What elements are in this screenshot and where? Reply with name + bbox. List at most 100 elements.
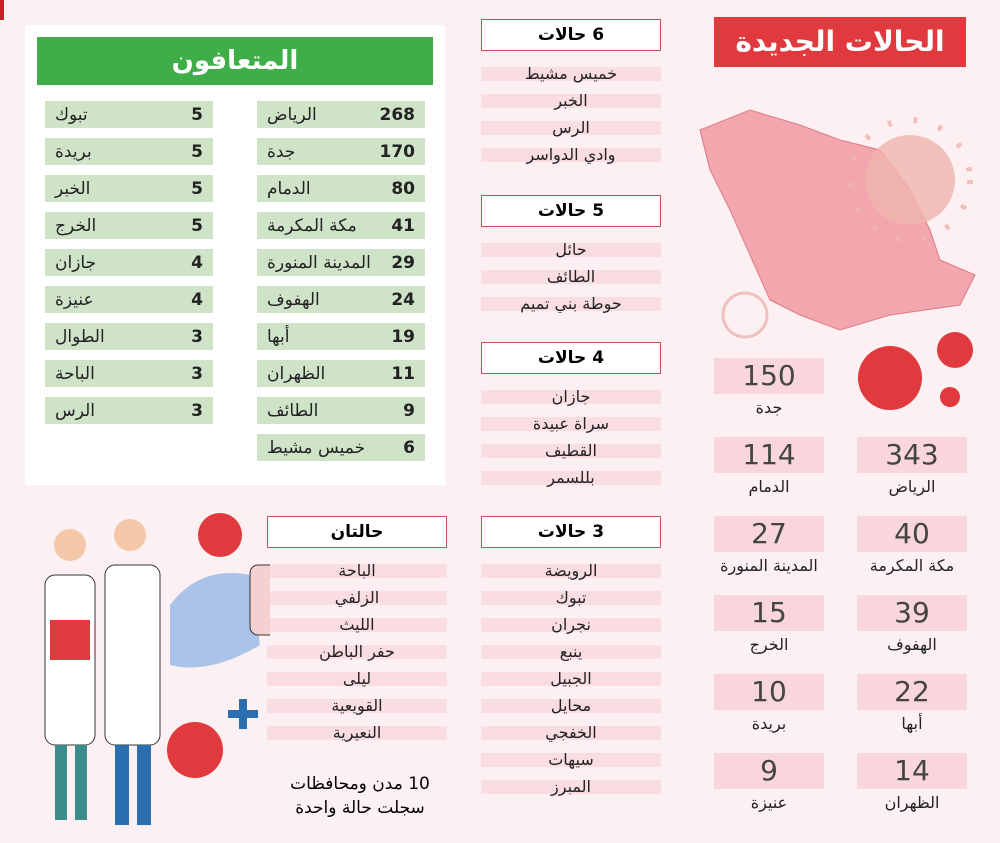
city-name: مكة المكرمة: [267, 215, 357, 236]
group-city: الطائف: [481, 269, 661, 285]
recovered-count: 24: [391, 289, 415, 310]
group-city: سيهات: [481, 752, 661, 768]
recovered-row: عنيزة 4: [45, 286, 213, 313]
recovered-row: الطوال 3: [45, 323, 213, 350]
group-city: سراة عبيدة: [481, 416, 661, 432]
note-line1: 10 مدن ومحافظات: [290, 774, 430, 794]
recovered-count: 170: [379, 141, 416, 162]
group-city: حوطة بني تميم: [481, 296, 661, 312]
new-case-count: 150: [714, 358, 824, 394]
new-case-count: 27: [714, 516, 824, 552]
single-case-note: 10 مدن ومحافظات سجلت حالة واحدة: [270, 772, 450, 820]
city-name: الخرج: [749, 635, 789, 654]
new-cases-title: الحالات الجديدة: [714, 17, 966, 67]
note-line2: سجلت حالة واحدة: [295, 798, 425, 818]
city-name: مكة المكرمة: [869, 556, 955, 575]
new-case-count: 40: [857, 516, 967, 552]
group-city: حائل: [481, 242, 661, 258]
edge-marker: [0, 0, 4, 20]
city-name: الرياض: [888, 477, 936, 496]
recovered-row: الدمام 80: [257, 175, 425, 202]
recovered-count: 29: [391, 252, 415, 273]
group-header: 4 حالات: [481, 342, 661, 374]
city-name: الطائف: [267, 400, 319, 421]
city-name: الظهران: [267, 363, 326, 384]
recovered-count: 6: [403, 437, 415, 458]
group-city: وادي الدواسر: [481, 147, 661, 163]
city-name: الخرج: [55, 215, 97, 236]
recovered-row: الرياض 268: [257, 101, 425, 128]
city-name: تبوك: [55, 104, 88, 125]
group-header: حالتان: [267, 516, 447, 548]
recovered-row: الطائف 9: [257, 397, 425, 424]
city-name: بريدة: [55, 141, 92, 162]
city-name: جدة: [755, 398, 783, 417]
group-city: الليث: [267, 617, 447, 633]
group-city: النعيرية: [267, 725, 447, 741]
recovered-count: 9: [403, 400, 415, 421]
virus-icon: [847, 117, 973, 243]
group-city: بللسمر: [481, 470, 661, 486]
city-name: الرس: [55, 400, 96, 421]
recovered-count: 3: [191, 400, 203, 421]
recovered-count: 41: [391, 215, 415, 236]
new-case-count: 14: [857, 753, 967, 789]
city-name: عنيزة: [750, 793, 788, 812]
recovered-count: 4: [191, 252, 203, 273]
recovered-row: جدة 170: [257, 138, 425, 165]
virus-outline-icon: [721, 291, 769, 339]
new-case-count: 114: [714, 437, 824, 473]
city-name: عنيزة: [55, 289, 94, 310]
group-header: 5 حالات: [481, 195, 661, 227]
group-city: جازان: [481, 389, 661, 405]
saudi-map-illustration: [699, 109, 976, 339]
city-name: الخبر: [55, 178, 91, 199]
group-city: الباحة: [267, 563, 447, 579]
doctors-illustration: [44, 513, 270, 825]
recovered-row: خميس مشيط 6: [257, 434, 425, 461]
virus-cluster-icon: [858, 332, 973, 410]
recovered-count: 5: [191, 104, 203, 125]
group-city: الزلفي: [267, 590, 447, 606]
city-name: الهفوف: [267, 289, 320, 310]
recovered-row: تبوك 5: [45, 101, 213, 128]
recovered-count: 5: [191, 141, 203, 162]
recovered-count: 4: [191, 289, 203, 310]
recovered-title: المتعافون: [37, 37, 433, 85]
group-city: الجبيل: [481, 671, 661, 687]
city-name: جازان: [55, 252, 97, 273]
recovered-row: مكة المكرمة 41: [257, 212, 425, 239]
recovered-count: 80: [391, 178, 415, 199]
recovered-row: الباحة 3: [45, 360, 213, 387]
recovered-count: 3: [191, 326, 203, 347]
city-name: أبها: [901, 714, 923, 733]
recovered-row: الخبر 5: [45, 175, 213, 202]
group-city: تبوك: [481, 590, 661, 606]
new-case-count: 22: [857, 674, 967, 710]
new-case-count: 9: [714, 753, 824, 789]
group-city: نجران: [481, 617, 661, 633]
group-city: محايل: [481, 698, 661, 714]
recovered-count: 5: [191, 178, 203, 199]
recovered-count: 11: [391, 363, 415, 384]
group-city: ينبع: [481, 644, 661, 660]
city-name: أبها: [267, 326, 290, 347]
new-case-count: 39: [857, 595, 967, 631]
group-city: ليلى: [267, 671, 447, 687]
recovered-row: بريدة 5: [45, 138, 213, 165]
recovered-row: الخرج 5: [45, 212, 213, 239]
group-city: الخبر: [481, 93, 661, 109]
recovered-count: 5: [191, 215, 203, 236]
recovered-row: الهفوف 24: [257, 286, 425, 313]
city-name: جدة: [267, 141, 296, 162]
city-name: الهفوف: [887, 635, 937, 654]
recovered-row: أبها 19: [257, 323, 425, 350]
group-city: الخفجي: [481, 725, 661, 741]
group-city: خميس مشيط: [481, 66, 661, 82]
recovered-row: المدينة المنورة 29: [257, 249, 425, 276]
group-city: القطيف: [481, 443, 661, 459]
group-city: حفر الباطن: [267, 644, 447, 660]
new-case-count: 10: [714, 674, 824, 710]
city-name: بريدة: [751, 714, 787, 733]
recovered-row: جازان 4: [45, 249, 213, 276]
